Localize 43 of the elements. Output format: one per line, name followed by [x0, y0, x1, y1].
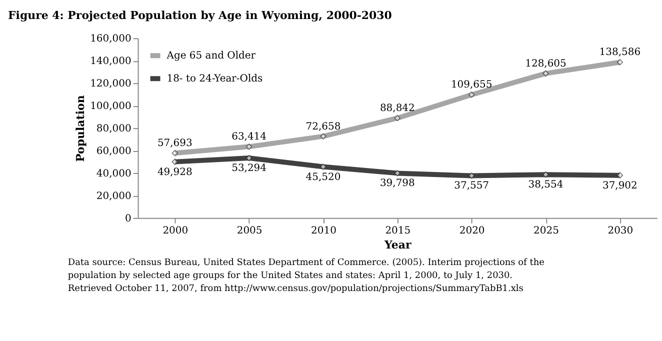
- legend-label: Age 65 and Older: [166, 50, 256, 62]
- point: [320, 164, 326, 170]
- y-tick-label: 120,000: [90, 78, 132, 90]
- point: [172, 158, 178, 165]
- data-label: 72,658: [306, 121, 341, 132]
- data-label: 109,655: [450, 80, 492, 91]
- x-tick-label: 2010: [311, 225, 336, 236]
- data-label: 38,554: [528, 180, 564, 191]
- point: [542, 171, 549, 178]
- data-label: 45,520: [306, 172, 341, 183]
- y-tick-label: 60,000: [96, 146, 132, 157]
- y-axis-title: Population: [74, 95, 88, 162]
- data-label: 57,693: [157, 138, 192, 150]
- data-label: 37,902: [602, 180, 638, 192]
- source-note: Data source: Census Bureau, United States Department of Commerce. (2005). Interim projections of the population by selected age groups for the United States and states: April 1, 2000, to July 1, 2030. Retrieved October 11, 2007, from http://www.census.gov/population/projections/SummaryTabB1.xls: [68, 258, 544, 294]
- data-label: 138,586: [599, 47, 641, 58]
- x-tick-label: 2030: [608, 225, 634, 236]
- point: [246, 154, 252, 162]
- legend-label: 18- to 24-Year-Olds: [166, 74, 263, 85]
- y-tick-label: 0: [124, 213, 132, 224]
- data-label: 128,605: [525, 58, 566, 70]
- x-tick-label: 2005: [236, 225, 262, 236]
- point: [468, 172, 475, 179]
- y-tick-label: 160,000: [90, 34, 132, 45]
- x-axis-title: Year: [384, 238, 412, 252]
- x-tick-label: 2025: [534, 225, 559, 236]
- chart-title: Figure 4: Projected Population by Age in Wyoming, 2000-2030: [8, 9, 392, 22]
- x-tick-label: 2015: [385, 225, 411, 236]
- x-tick-label: 2000: [162, 225, 188, 236]
- data-label: 88,842: [380, 103, 415, 114]
- y-tick-label: 40,000: [96, 168, 132, 180]
- y-tick-label: 100,000: [90, 101, 132, 112]
- data-label: 63,414: [232, 132, 266, 143]
- y-tick-label: 80,000: [96, 124, 132, 135]
- y-tick-label: 20,000: [96, 190, 132, 202]
- data-label: 37,557: [454, 180, 490, 192]
- data-label: 49,928: [157, 166, 192, 178]
- data-label: 53,294: [232, 163, 266, 174]
- x-tick-label: 2020: [459, 225, 485, 236]
- y-tick-label: 140,000: [90, 56, 132, 68]
- point: [616, 172, 624, 178]
- data-label: 39,798: [380, 178, 415, 190]
- point: [394, 170, 401, 176]
